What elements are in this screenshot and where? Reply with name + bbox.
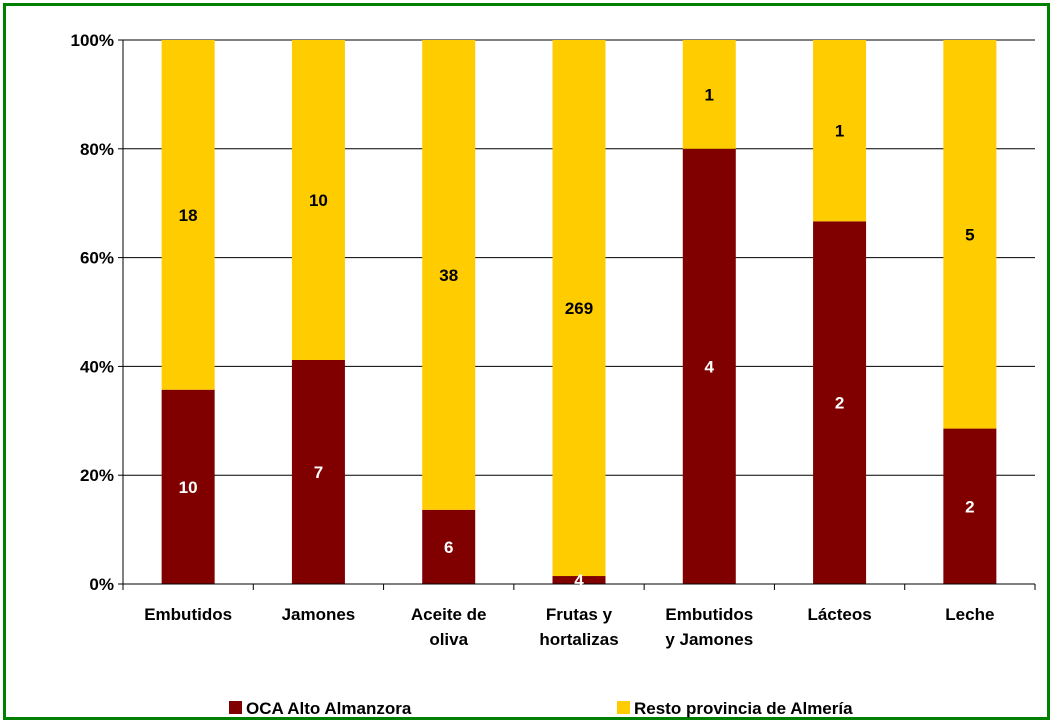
category-label: Lácteos xyxy=(807,605,871,624)
data-label: 10 xyxy=(179,478,198,497)
bar-segment xyxy=(161,389,215,584)
y-tick-label: 20% xyxy=(80,466,114,485)
bar-segment xyxy=(943,428,997,584)
data-label: 5 xyxy=(965,225,974,244)
data-label: 18 xyxy=(179,206,198,225)
bar-segment xyxy=(552,576,606,584)
legend-swatch xyxy=(617,701,630,714)
data-label: 2 xyxy=(835,394,844,413)
category-label: Embutidos xyxy=(665,605,753,624)
y-tick-label: 80% xyxy=(80,140,114,159)
category-label: Aceite de xyxy=(411,605,487,624)
data-label: 7 xyxy=(314,463,323,482)
category-label: oliva xyxy=(429,630,468,649)
bar-segment xyxy=(682,40,736,149)
category-label: Embutidos xyxy=(144,605,232,624)
bar-segment xyxy=(813,221,867,585)
bar-segment xyxy=(291,40,345,360)
data-label: 2 xyxy=(965,497,974,516)
bar-segment xyxy=(291,360,345,584)
bar-segment xyxy=(422,509,476,584)
data-label: 38 xyxy=(439,266,458,285)
axes xyxy=(118,39,1036,590)
category-label: y Jamones xyxy=(665,630,753,649)
y-tick-label: 40% xyxy=(80,357,114,376)
bar-segment xyxy=(161,40,215,390)
category-label: Frutas y xyxy=(546,605,613,624)
bar-segment xyxy=(813,40,867,222)
bar-segment xyxy=(682,148,736,585)
y-axis-ticks: 0% 20% 40% 60% 80% 100% xyxy=(71,31,114,594)
data-label: 269 xyxy=(565,299,593,318)
data-label: 6 xyxy=(444,538,453,557)
legend: OCA Alto Almanzora Resto provincia de Alm… xyxy=(229,699,853,718)
y-tick-label: 0% xyxy=(89,575,114,594)
legend-swatch xyxy=(229,701,242,714)
x-axis-categories: Embutidos Jamones Aceite de oliva Frutas y ho… xyxy=(144,605,994,649)
bars xyxy=(161,40,997,585)
bar-segment xyxy=(943,40,997,429)
legend-label: OCA Alto Almanzora xyxy=(246,699,412,718)
category-label: Jamones xyxy=(282,605,356,624)
bar-segment xyxy=(552,40,606,577)
data-label: 4 xyxy=(705,357,715,376)
y-tick-label: 100% xyxy=(71,31,114,50)
bar-segment xyxy=(422,40,476,510)
data-label: 1 xyxy=(705,85,714,104)
data-label: 10 xyxy=(309,191,328,210)
data-label: 4 xyxy=(574,571,584,590)
category-label: Leche xyxy=(945,605,994,624)
data-labels: 10 18 7 10 6 38 4 269 4 1 2 1 2 5 xyxy=(179,85,975,590)
legend-label: Resto provincia de Almería xyxy=(634,699,853,718)
category-label: hortalizas xyxy=(539,630,618,649)
y-tick-label: 60% xyxy=(80,249,114,268)
data-label: 1 xyxy=(835,122,844,141)
